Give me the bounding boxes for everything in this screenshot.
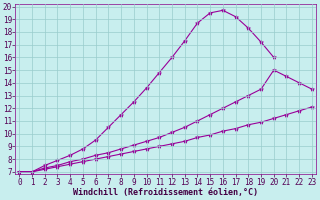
X-axis label: Windchill (Refroidissement éolien,°C): Windchill (Refroidissement éolien,°C) — [73, 188, 258, 197]
